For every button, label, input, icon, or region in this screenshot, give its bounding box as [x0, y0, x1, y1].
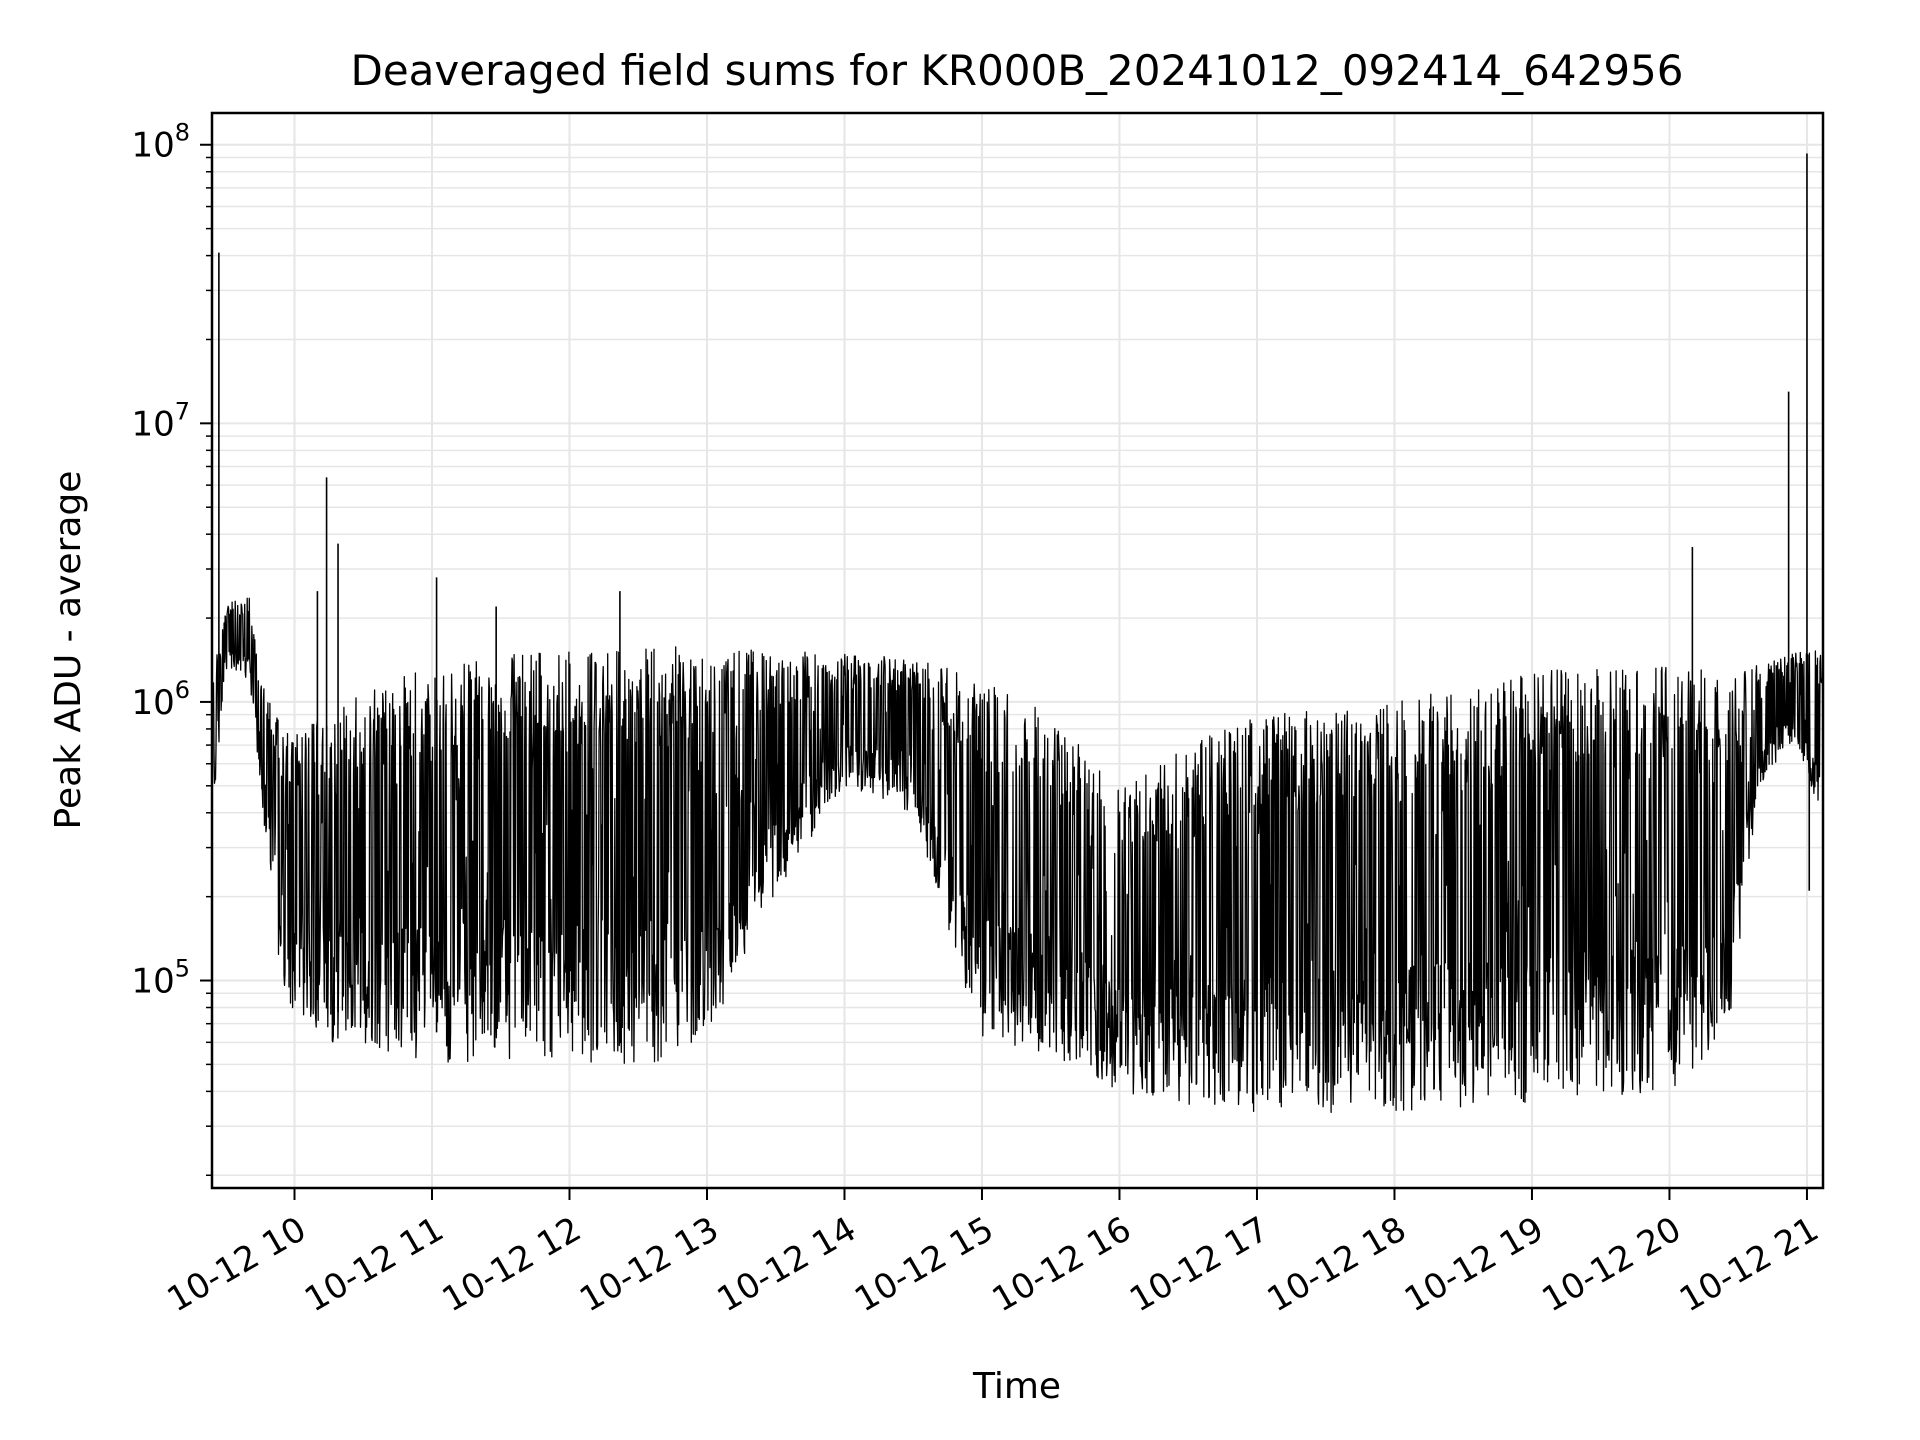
series-line	[211, 153, 1824, 1114]
y-tick-label: 107	[131, 397, 190, 444]
y-tick-label: 105	[131, 955, 190, 1002]
grid	[212, 113, 1823, 1188]
y-tick-label: 108	[131, 119, 190, 166]
y-axis: 105 106 107 108	[131, 119, 212, 1177]
y-axis-label: Peak ADU - average	[48, 471, 89, 830]
chart-title: Deaveraged field sums for KR000B_2024101…	[351, 46, 1684, 95]
y-tick-label: 106	[131, 676, 190, 723]
x-axis-label: Time	[972, 1366, 1061, 1407]
plot-frame	[210, 111, 1825, 1190]
series-path	[211, 597, 1824, 1114]
